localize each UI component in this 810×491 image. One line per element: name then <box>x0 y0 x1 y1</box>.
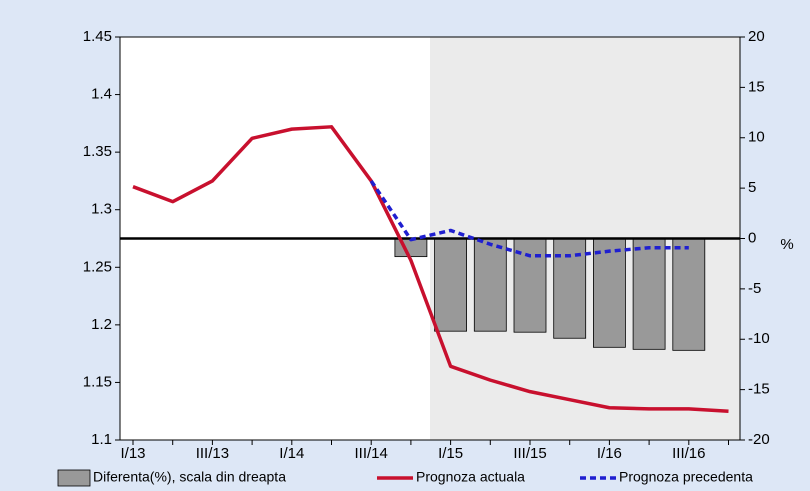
legend-swatch <box>57 469 91 487</box>
bar <box>593 238 626 348</box>
y-tick-label: 1.4 <box>91 86 112 103</box>
y2-tick-label: 10 <box>748 129 765 146</box>
y2-tick-label: -15 <box>748 381 770 398</box>
x-tick-label: I/14 <box>279 445 304 462</box>
y2-axis-label: % <box>780 236 793 253</box>
y-tick-label: 1.2 <box>91 316 112 333</box>
bar <box>553 238 587 339</box>
legend-label: Prognoza precedenta <box>619 469 753 485</box>
bar <box>672 238 706 351</box>
x-tick-label: III/14 <box>355 445 388 462</box>
line <box>132 125 729 413</box>
x-tick-label: I/13 <box>120 445 145 462</box>
bar <box>434 238 468 332</box>
y2-tick-label: -20 <box>748 431 770 448</box>
legend-label: Prognoza actuala <box>416 469 525 485</box>
y-tick-label: 1.3 <box>91 201 112 218</box>
y2-tick-label: 15 <box>748 78 765 95</box>
legend-label: Diferenta(%), scala din dreapta <box>93 469 286 485</box>
y2-tick-label: 0 <box>748 229 756 246</box>
y-tick-label: 1.35 <box>83 143 112 160</box>
y-tick-label: 1.15 <box>83 373 112 390</box>
y2-tick-label: -10 <box>748 330 770 347</box>
x-tick-label: I/15 <box>438 445 463 462</box>
bar <box>473 238 507 332</box>
y-tick-label: 1.25 <box>83 258 112 275</box>
x-tick-label: III/16 <box>672 445 705 462</box>
x-tick-label: III/15 <box>513 445 546 462</box>
bar <box>632 238 666 350</box>
y-tick-label: 1.45 <box>83 28 112 45</box>
y2-tick-label: 5 <box>748 179 756 196</box>
line <box>369 179 689 258</box>
x-tick-label: I/16 <box>597 445 622 462</box>
x-tick-label: III/13 <box>196 445 229 462</box>
y2-tick-label: 20 <box>748 28 765 45</box>
y2-tick-label: -5 <box>748 280 761 297</box>
y-tick-label: 1.1 <box>91 431 112 448</box>
